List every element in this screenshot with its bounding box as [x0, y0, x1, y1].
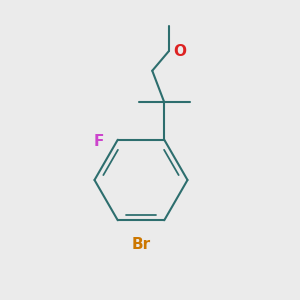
Text: O: O — [173, 44, 186, 59]
Text: Br: Br — [131, 237, 151, 252]
Text: F: F — [94, 134, 104, 149]
